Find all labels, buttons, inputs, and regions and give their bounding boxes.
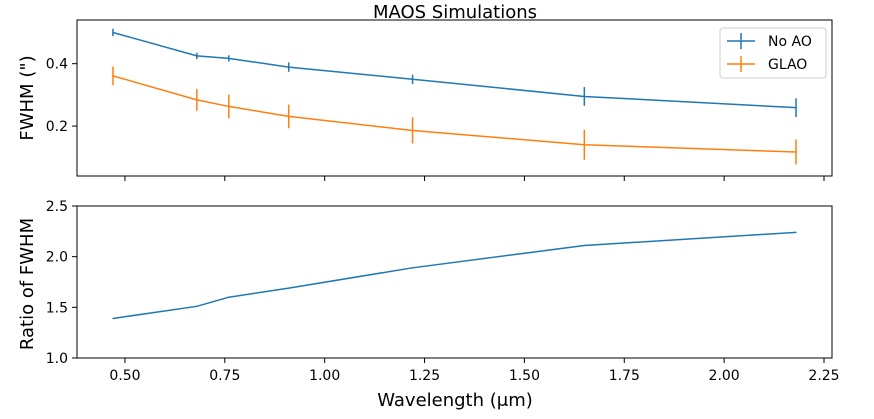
no-ao-point xyxy=(288,66,290,68)
no-ao-point xyxy=(228,57,230,59)
bottom-x-tick-label: 1.00 xyxy=(309,368,340,384)
bottom-y-tick-label: 2.5 xyxy=(46,199,68,215)
bottom-axes-frame xyxy=(76,205,833,359)
legend: No AO GLAO xyxy=(719,27,827,79)
no-ao-point xyxy=(196,55,198,57)
top-y-ticks: 0.2 0.4 xyxy=(46,57,77,135)
bottom-series xyxy=(112,231,797,320)
bottom-x-tick-label: 1.25 xyxy=(409,368,440,384)
no-ao-point xyxy=(112,31,114,34)
bottom-x-tick-label: 2.25 xyxy=(808,368,839,384)
bottom-x-tick-label: 0.50 xyxy=(109,368,140,384)
ratio-point xyxy=(583,244,585,247)
top-x-ticks xyxy=(124,176,825,181)
bottom-x-tick-label: 1.50 xyxy=(509,368,540,384)
bottom-y-tick-label: 2.0 xyxy=(46,250,68,266)
bottom-x-tick-label: 0.75 xyxy=(209,368,240,384)
no-ao-point xyxy=(411,78,414,80)
ratio-point xyxy=(795,231,797,233)
ratio-point xyxy=(228,296,230,298)
ratio-point xyxy=(288,287,290,289)
glao-line xyxy=(112,75,797,153)
top-panel: 0.2 0.4 FWHM (") No AO GLAO xyxy=(17,19,833,181)
ratio-line xyxy=(112,231,797,320)
no-ao-point xyxy=(795,107,797,109)
glao-point xyxy=(411,129,414,132)
glao-point xyxy=(196,99,198,101)
top-y-tick-label: 0.4 xyxy=(46,57,68,73)
bottom-x-tick-label: 1.75 xyxy=(609,368,640,384)
x-axis-label: Wavelength (μm) xyxy=(377,390,533,411)
top-y-axis-label: FWHM (") xyxy=(17,55,38,140)
bottom-y-tick-label: 1.5 xyxy=(46,300,68,316)
bottom-x-tick-label: 2.00 xyxy=(709,368,740,384)
legend-glao-label: GLAO xyxy=(768,57,807,73)
ratio-point xyxy=(196,305,198,307)
bottom-y-ticks: 1.0 1.5 2.0 2.5 xyxy=(46,199,77,367)
legend-no-ao-label: No AO xyxy=(768,34,812,50)
glao-point xyxy=(288,115,290,118)
glao-point xyxy=(112,75,114,77)
glao-point xyxy=(795,151,797,153)
ratio-point xyxy=(112,317,114,320)
ratio-point xyxy=(411,267,414,269)
bottom-panel: 1.0 1.5 2.0 2.5 0.50 0.75 1.00 1.25 1.50 1.75 2.0… xyxy=(17,199,840,411)
glao-point xyxy=(228,105,230,108)
top-series xyxy=(112,28,797,165)
bottom-x-ticks: 0.50 0.75 1.00 1.25 1.50 1.75 2.00 2.25 xyxy=(109,358,840,384)
glao-point xyxy=(583,144,585,146)
top-y-tick-label: 0.2 xyxy=(46,119,68,135)
bottom-y-axis-label: Ratio of FWHM xyxy=(17,218,38,350)
bottom-y-tick-label: 1.0 xyxy=(46,351,68,367)
chart-title: MAOS Simulations xyxy=(373,2,537,23)
no-ao-line xyxy=(112,31,797,109)
top-axes-frame xyxy=(76,19,833,177)
no-ao-point xyxy=(583,95,585,98)
